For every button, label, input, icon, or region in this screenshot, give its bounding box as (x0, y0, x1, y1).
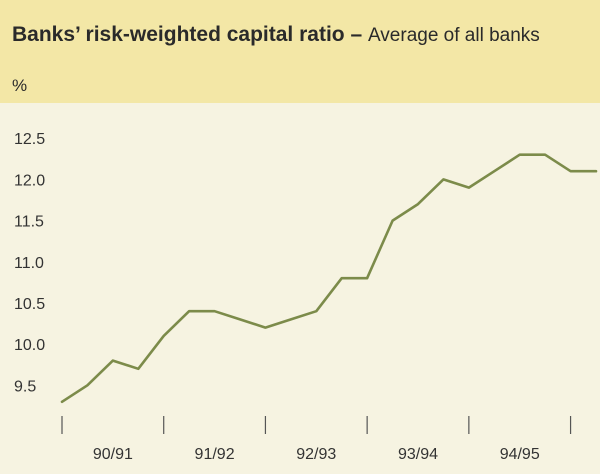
x-axis: 90/91 91/92 92/93 93/94 94/95 (61, 416, 572, 463)
y-tick-label: 10.5 (14, 296, 45, 313)
y-axis-unit: % (12, 76, 28, 95)
chart-title: Banks’ risk-weighted capital ratio – (12, 23, 363, 46)
series-line (60, 153, 598, 404)
chart-subtitle: Average of all banks (367, 25, 540, 46)
line-chart-plot: 9.5 10.0 10.5 11.0 11.5 12.0 12.5 90/91 91/92 92… (14, 131, 598, 463)
y-tick-label: 9.5 (14, 378, 36, 395)
y-tick-label: 10.0 (14, 337, 45, 354)
x-tick-label: 94/95 (500, 446, 540, 463)
y-tick-label: 12.0 (14, 172, 45, 189)
x-tick-label: 92/93 (296, 446, 336, 463)
title-block: Banks’ risk-weighted capital ratio – Ave… (12, 22, 572, 48)
series-group (60, 153, 598, 404)
x-tick-label: 91/92 (195, 446, 235, 463)
y-tick-label: 11.5 (14, 214, 44, 231)
y-tick-label: 12.5 (14, 131, 45, 148)
y-axis-tick-labels: 9.5 10.0 10.5 11.0 11.5 12.0 12.5 (14, 131, 45, 395)
y-tick-label: 11.0 (14, 255, 44, 272)
x-tick-label: 93/94 (398, 446, 438, 463)
x-tick-label: 90/91 (93, 446, 133, 463)
chart-header: Banks’ risk-weighted capital ratio – Ave… (0, 0, 600, 103)
